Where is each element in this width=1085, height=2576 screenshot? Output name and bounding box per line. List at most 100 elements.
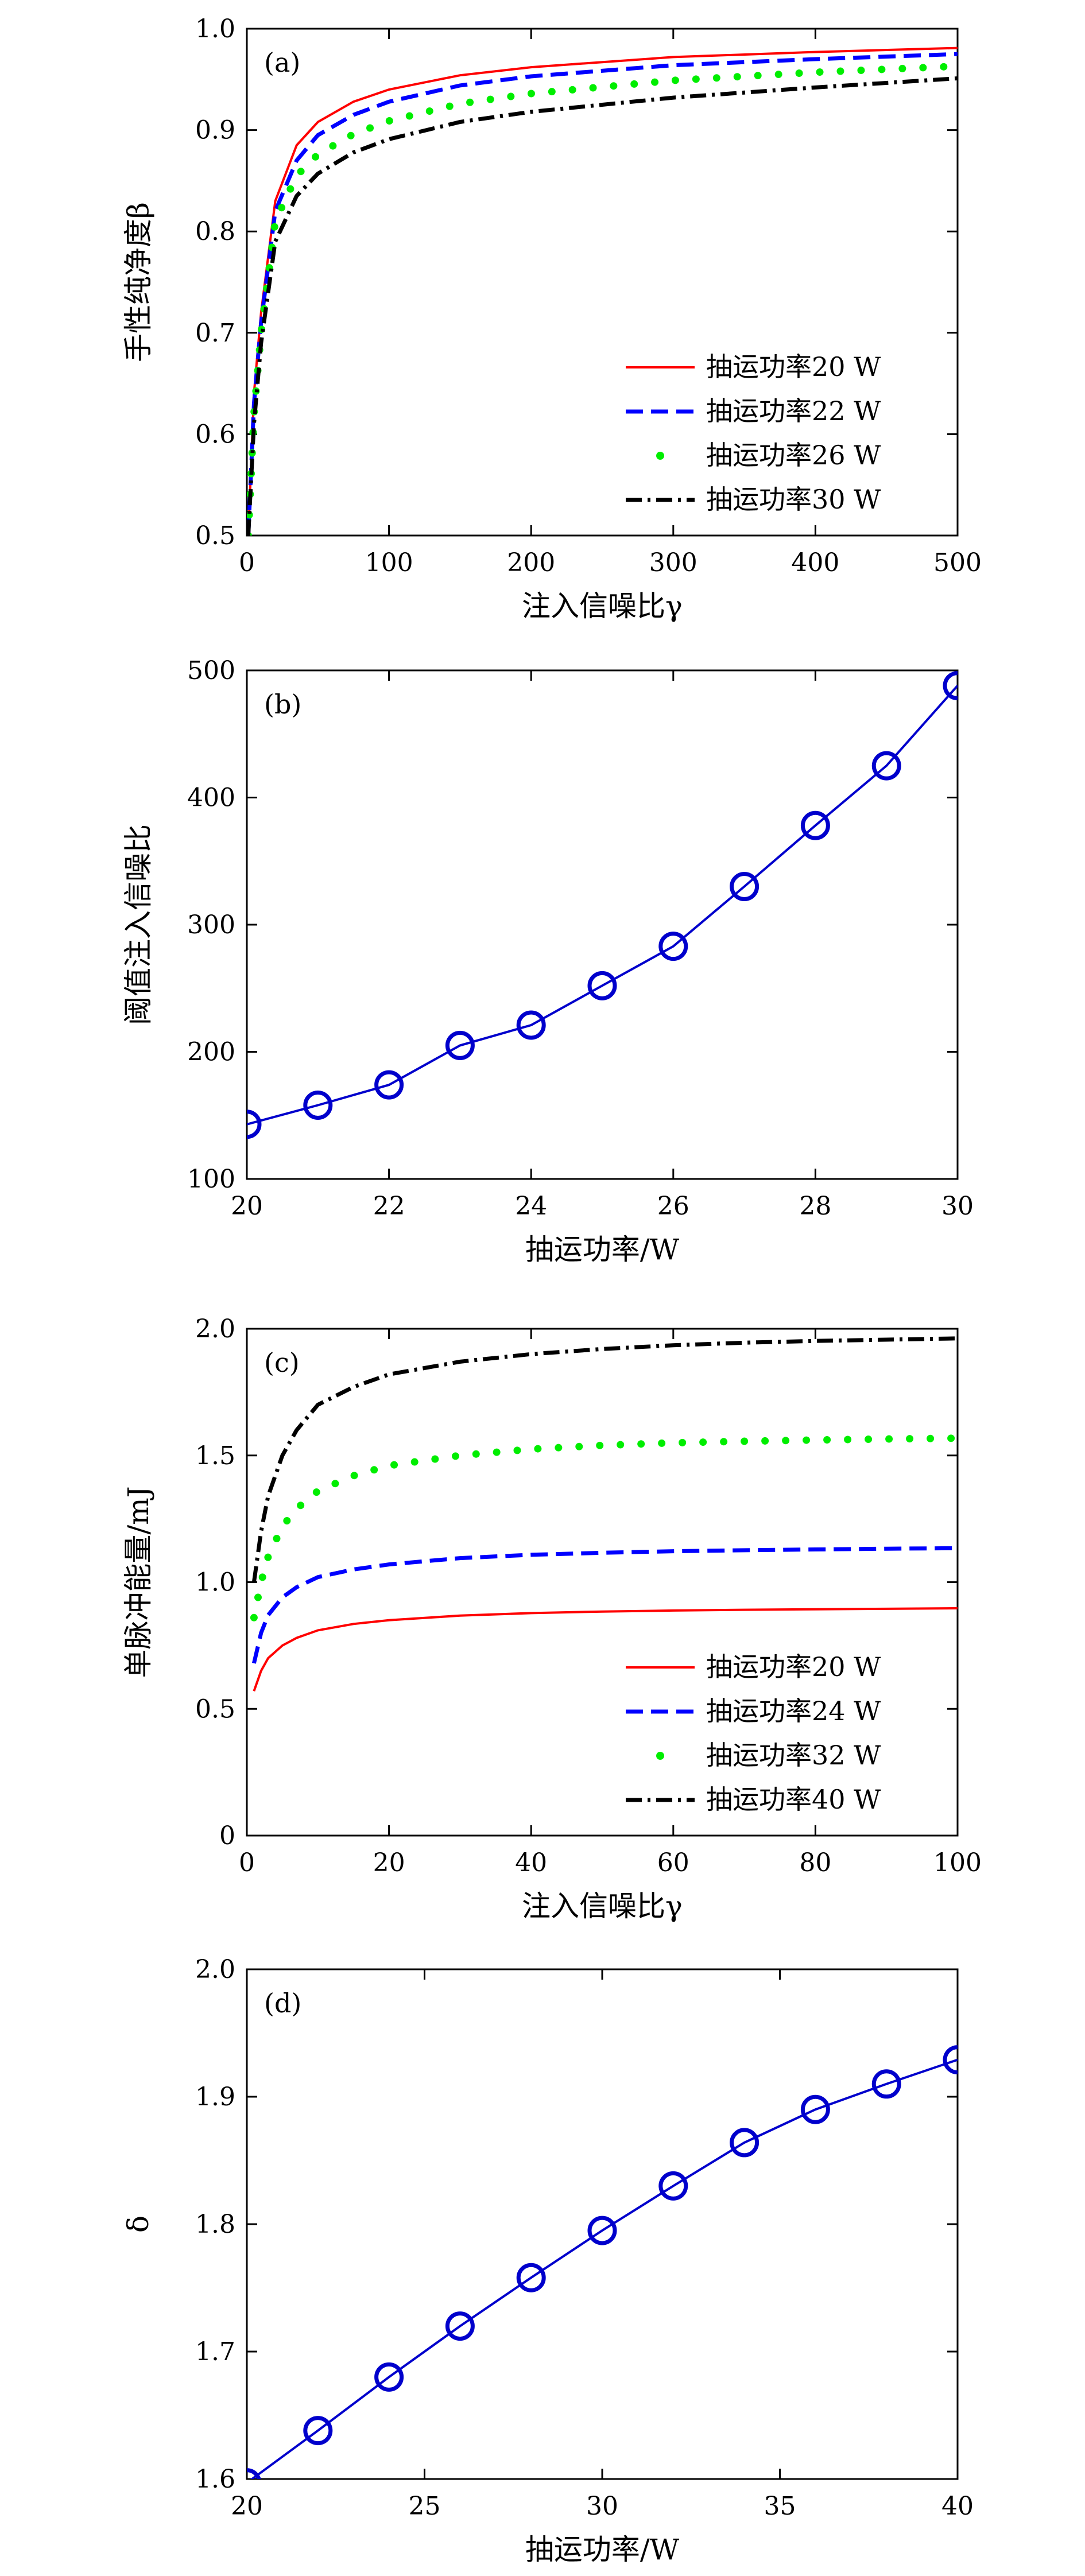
panel-a: 0 100 200 300 400 500 0.5 0.6 0.7 0.8 0.9 1.0 注入信噪比γ… (122, 14, 982, 623)
data-point (658, 2171, 688, 2201)
data-point (943, 671, 958, 701)
y-tick-label: 200 (187, 1038, 235, 1067)
y-tick-label: 100 (187, 1165, 235, 1194)
legend-label: 抽运功率24 W (706, 1696, 881, 1727)
data-point (516, 2263, 546, 2292)
x-tick-label: 300 (649, 548, 698, 577)
series-line (251, 1336, 958, 1582)
y-axis-title: δ (122, 2216, 155, 2233)
series-line (253, 1607, 958, 1692)
y-tick-label: 1.5 (195, 1441, 235, 1471)
x-axis-title: 注入信噪比γ (522, 1890, 683, 1923)
data-point (871, 2069, 901, 2099)
series-line (250, 2058, 958, 2479)
panel-label: (a) (264, 47, 300, 78)
data-point (943, 2045, 958, 2075)
panel-b: 20 22 24 26 28 30 100 200 300 400 500 抽运功率/W 阈值注入信噪比… (122, 656, 974, 1266)
y-tick-label: 300 (187, 910, 235, 940)
data-point (247, 1109, 262, 1139)
data-point (800, 2094, 830, 2124)
y-tick-label: 0.8 (195, 217, 235, 246)
panel-d: 20 25 30 35 40 1.6 1.7 1.8 1.9 2.0 抽运功率/W δ (d) (122, 1955, 974, 2566)
x-axis-title: 抽运功率/W (525, 1233, 680, 1266)
series-line (247, 685, 958, 1126)
data-point (374, 2362, 404, 2392)
series-group (247, 2045, 958, 2479)
data-point (445, 2311, 475, 2341)
x-tick-label: 500 (933, 548, 982, 577)
x-tick-label: 200 (507, 548, 555, 577)
legend-swatch (656, 452, 664, 460)
panel-label: (c) (264, 1347, 300, 1378)
x-tick-label: 100 (933, 1848, 982, 1877)
x-tick-label: 30 (586, 2492, 618, 2521)
data-point (587, 971, 617, 1000)
series-group (247, 671, 958, 1139)
data-point (658, 932, 688, 961)
series-line (247, 62, 958, 536)
legend-label: 抽运功率30 W (706, 484, 881, 515)
series-group (247, 46, 958, 536)
legend-label: 抽运功率26 W (706, 440, 881, 471)
x-tick-label: 28 (799, 1192, 831, 1221)
data-point (374, 1070, 404, 1100)
x-tick-label: 0 (239, 548, 255, 577)
y-tick-label: 1.6 (195, 2465, 235, 2494)
y-tick-label: 0.5 (195, 521, 235, 550)
y-tick-label: 1.9 (195, 2082, 235, 2112)
x-tick-label: 25 (409, 2492, 441, 2521)
y-tick-label: 400 (187, 783, 235, 813)
legend-label: 抽运功率22 W (706, 395, 881, 426)
series-line (247, 46, 958, 536)
legend-label: 抽运功率20 W (706, 351, 881, 382)
data-point (587, 2216, 617, 2245)
y-tick-label: 1.0 (195, 14, 235, 44)
y-tick-label: 0.9 (195, 116, 235, 145)
y-tick-label: 1.7 (195, 2337, 235, 2366)
y-tick-label: 1.8 (195, 2210, 235, 2239)
series-group (250, 1336, 958, 1692)
legend-label: 抽运功率20 W (706, 1651, 881, 1682)
x-tick-label: 24 (515, 1192, 547, 1221)
y-tick-label: 0.7 (195, 319, 235, 348)
x-tick-label: 26 (657, 1192, 689, 1221)
series-line (247, 76, 958, 536)
series-line (251, 1546, 958, 1664)
x-axis-title: 抽运功率/W (525, 2533, 680, 2566)
x-tick-label: 20 (231, 1192, 263, 1221)
panel-c: 0 20 40 60 80 100 0 0.5 1.0 1.5 2.0 注入信噪比γ 单脉冲能量/mJ (… (122, 1314, 982, 1923)
x-axis-title: 注入信噪比γ (522, 589, 683, 623)
series-line (247, 52, 958, 536)
y-tick-label: 0 (219, 1821, 235, 1850)
legend-label: 抽运功率40 W (706, 1784, 881, 1815)
legend: 抽运功率20 W 抽运功率22 W 抽运功率26 W 抽运功率30 W (626, 351, 881, 515)
data-point (303, 1091, 333, 1120)
y-axis-title: 阈值注入信噪比 (122, 824, 155, 1025)
plot-frame (246, 669, 959, 1180)
x-tick-label: 22 (373, 1192, 405, 1221)
legend-label: 抽运功率32 W (706, 1740, 881, 1771)
y-axis-title: 手性纯净度β (122, 202, 155, 362)
y-tick-label: 2.0 (195, 1955, 235, 1984)
data-point (516, 1010, 546, 1040)
x-tick-label: 30 (941, 1192, 974, 1221)
data-point (871, 751, 901, 781)
x-tick-label: 60 (657, 1848, 689, 1877)
x-tick-label: 35 (764, 2492, 796, 2521)
data-point (730, 2128, 760, 2158)
y-tick-label: 0.6 (195, 420, 235, 449)
panel-label: (b) (264, 689, 301, 720)
legend-swatch (656, 1752, 664, 1760)
x-tick-label: 40 (515, 1848, 547, 1877)
x-tick-label: 400 (791, 548, 839, 577)
plot-frame (246, 28, 959, 537)
series-line (250, 1434, 958, 1621)
data-point (730, 872, 760, 902)
x-tick-label: 0 (239, 1848, 255, 1877)
data-point (445, 1030, 475, 1060)
x-tick-label: 40 (941, 2492, 974, 2521)
y-tick-label: 2.0 (195, 1314, 235, 1344)
y-tick-label: 500 (187, 656, 235, 685)
x-tick-label: 100 (365, 548, 413, 577)
